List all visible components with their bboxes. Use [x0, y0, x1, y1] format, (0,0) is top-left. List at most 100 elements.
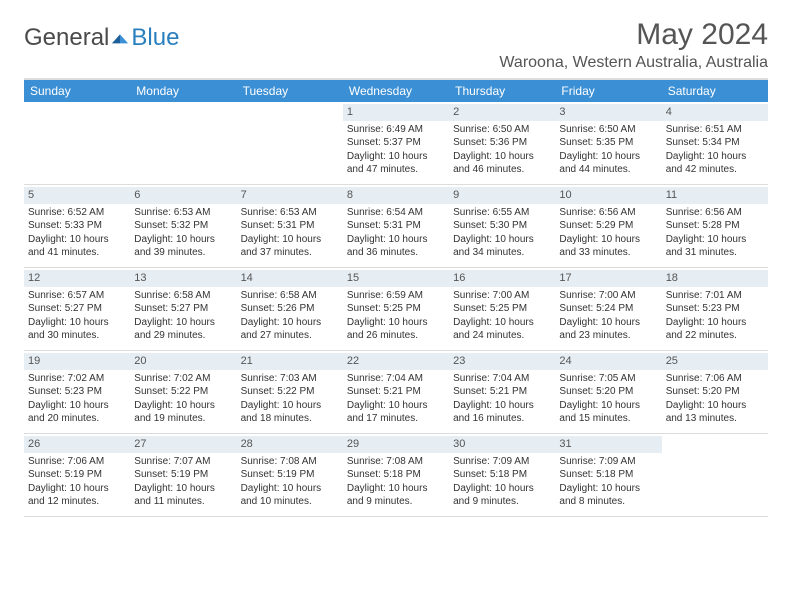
- daylight-text: and 10 minutes.: [241, 495, 339, 509]
- day-number-band: 8: [343, 187, 449, 204]
- sunrise-text: Sunrise: 6:56 AM: [666, 206, 764, 220]
- sunrise-text: Sunrise: 7:08 AM: [241, 455, 339, 469]
- sunset-text: Sunset: 5:28 PM: [666, 219, 764, 233]
- sunset-text: Sunset: 5:23 PM: [28, 385, 126, 399]
- day-number-band: 3: [555, 104, 661, 121]
- daylight-text: and 17 minutes.: [347, 412, 445, 426]
- daylight-text: and 33 minutes.: [559, 246, 657, 260]
- daylight-text: Daylight: 10 hours: [453, 233, 551, 247]
- day-number: 8: [347, 189, 353, 201]
- daylight-text: and 29 minutes.: [134, 329, 232, 343]
- sunrise-text: Sunrise: 6:51 AM: [666, 123, 764, 137]
- daylight-text: and 18 minutes.: [241, 412, 339, 426]
- day-number: 13: [134, 272, 146, 284]
- daylight-text: and 37 minutes.: [241, 246, 339, 260]
- brand-logo: General Blue: [24, 24, 179, 52]
- sunset-text: Sunset: 5:18 PM: [559, 468, 657, 482]
- daylight-text: Daylight: 10 hours: [666, 316, 764, 330]
- day-number-band: 21: [237, 353, 343, 370]
- calendar-day-cell: 13Sunrise: 6:58 AMSunset: 5:27 PMDayligh…: [130, 268, 236, 350]
- daylight-text: Daylight: 10 hours: [241, 482, 339, 496]
- daylight-text: Daylight: 10 hours: [28, 316, 126, 330]
- calendar-day-cell: 21Sunrise: 7:03 AMSunset: 5:22 PMDayligh…: [237, 351, 343, 433]
- daylight-text: Daylight: 10 hours: [559, 316, 657, 330]
- day-number-band: 10: [555, 187, 661, 204]
- calendar-empty-cell: [662, 434, 768, 516]
- sunset-text: Sunset: 5:21 PM: [347, 385, 445, 399]
- day-number: 21: [241, 355, 253, 367]
- sunset-text: Sunset: 5:31 PM: [241, 219, 339, 233]
- sunrise-text: Sunrise: 6:50 AM: [453, 123, 551, 137]
- calendar-day-cell: 23Sunrise: 7:04 AMSunset: 5:21 PMDayligh…: [449, 351, 555, 433]
- calendar-day-cell: 18Sunrise: 7:01 AMSunset: 5:23 PMDayligh…: [662, 268, 768, 350]
- sunrise-text: Sunrise: 7:08 AM: [347, 455, 445, 469]
- sunset-text: Sunset: 5:18 PM: [453, 468, 551, 482]
- weekday-header-row: SundayMondayTuesdayWednesdayThursdayFrid…: [24, 80, 768, 102]
- day-number: 6: [134, 189, 140, 201]
- sunset-text: Sunset: 5:19 PM: [134, 468, 232, 482]
- sunrise-text: Sunrise: 6:55 AM: [453, 206, 551, 220]
- sunset-text: Sunset: 5:33 PM: [28, 219, 126, 233]
- sunset-text: Sunset: 5:34 PM: [666, 136, 764, 150]
- day-number: 5: [28, 189, 34, 201]
- weekday-header: Sunday: [24, 80, 130, 102]
- day-number-band: 26: [24, 436, 130, 453]
- daylight-text: and 13 minutes.: [666, 412, 764, 426]
- daylight-text: and 11 minutes.: [134, 495, 232, 509]
- sunset-text: Sunset: 5:23 PM: [666, 302, 764, 316]
- daylight-text: Daylight: 10 hours: [28, 482, 126, 496]
- sunrise-text: Sunrise: 6:54 AM: [347, 206, 445, 220]
- day-number-band: 22: [343, 353, 449, 370]
- daylight-text: Daylight: 10 hours: [559, 233, 657, 247]
- calendar-day-cell: 6Sunrise: 6:53 AMSunset: 5:32 PMDaylight…: [130, 185, 236, 267]
- day-number-band: 14: [237, 270, 343, 287]
- day-number-band: 31: [555, 436, 661, 453]
- day-number: 26: [28, 438, 40, 450]
- sunrise-text: Sunrise: 6:58 AM: [134, 289, 232, 303]
- calendar-week-row: 19Sunrise: 7:02 AMSunset: 5:23 PMDayligh…: [24, 351, 768, 434]
- weekday-header: Wednesday: [343, 80, 449, 102]
- calendar-day-cell: 24Sunrise: 7:05 AMSunset: 5:20 PMDayligh…: [555, 351, 661, 433]
- calendar: SundayMondayTuesdayWednesdayThursdayFrid…: [24, 78, 768, 517]
- day-number: 29: [347, 438, 359, 450]
- daylight-text: and 31 minutes.: [666, 246, 764, 260]
- daylight-text: and 22 minutes.: [666, 329, 764, 343]
- daylight-text: Daylight: 10 hours: [559, 399, 657, 413]
- day-number: 3: [559, 106, 565, 118]
- daylight-text: and 8 minutes.: [559, 495, 657, 509]
- calendar-day-cell: 30Sunrise: 7:09 AMSunset: 5:18 PMDayligh…: [449, 434, 555, 516]
- daylight-text: Daylight: 10 hours: [666, 399, 764, 413]
- day-number: 1: [347, 106, 353, 118]
- day-number: 11: [666, 189, 677, 201]
- daylight-text: and 46 minutes.: [453, 163, 551, 177]
- daylight-text: and 20 minutes.: [28, 412, 126, 426]
- day-number-band: 17: [555, 270, 661, 287]
- calendar-day-cell: 31Sunrise: 7:09 AMSunset: 5:18 PMDayligh…: [555, 434, 661, 516]
- weekday-header: Monday: [130, 80, 236, 102]
- day-number-band: 12: [24, 270, 130, 287]
- day-number: 18: [666, 272, 678, 284]
- daylight-text: Daylight: 10 hours: [134, 399, 232, 413]
- sunset-text: Sunset: 5:20 PM: [559, 385, 657, 399]
- day-number-band: 4: [662, 104, 768, 121]
- sunrise-text: Sunrise: 6:49 AM: [347, 123, 445, 137]
- calendar-day-cell: 11Sunrise: 6:56 AMSunset: 5:28 PMDayligh…: [662, 185, 768, 267]
- sunset-text: Sunset: 5:32 PM: [134, 219, 232, 233]
- sunrise-text: Sunrise: 7:03 AM: [241, 372, 339, 386]
- sunrise-text: Sunrise: 6:59 AM: [347, 289, 445, 303]
- sunset-text: Sunset: 5:31 PM: [347, 219, 445, 233]
- sunrise-text: Sunrise: 7:02 AM: [134, 372, 232, 386]
- day-number: 10: [559, 189, 571, 201]
- day-number-band: 29: [343, 436, 449, 453]
- sunset-text: Sunset: 5:19 PM: [28, 468, 126, 482]
- day-number-band: 23: [449, 353, 555, 370]
- sunrise-text: Sunrise: 7:05 AM: [559, 372, 657, 386]
- calendar-day-cell: 17Sunrise: 7:00 AMSunset: 5:24 PMDayligh…: [555, 268, 661, 350]
- sunset-text: Sunset: 5:24 PM: [559, 302, 657, 316]
- calendar-empty-cell: [130, 102, 236, 184]
- day-number-band: 2: [449, 104, 555, 121]
- calendar-day-cell: 20Sunrise: 7:02 AMSunset: 5:22 PMDayligh…: [130, 351, 236, 433]
- sunset-text: Sunset: 5:22 PM: [241, 385, 339, 399]
- sunset-text: Sunset: 5:27 PM: [28, 302, 126, 316]
- calendar-day-cell: 29Sunrise: 7:08 AMSunset: 5:18 PMDayligh…: [343, 434, 449, 516]
